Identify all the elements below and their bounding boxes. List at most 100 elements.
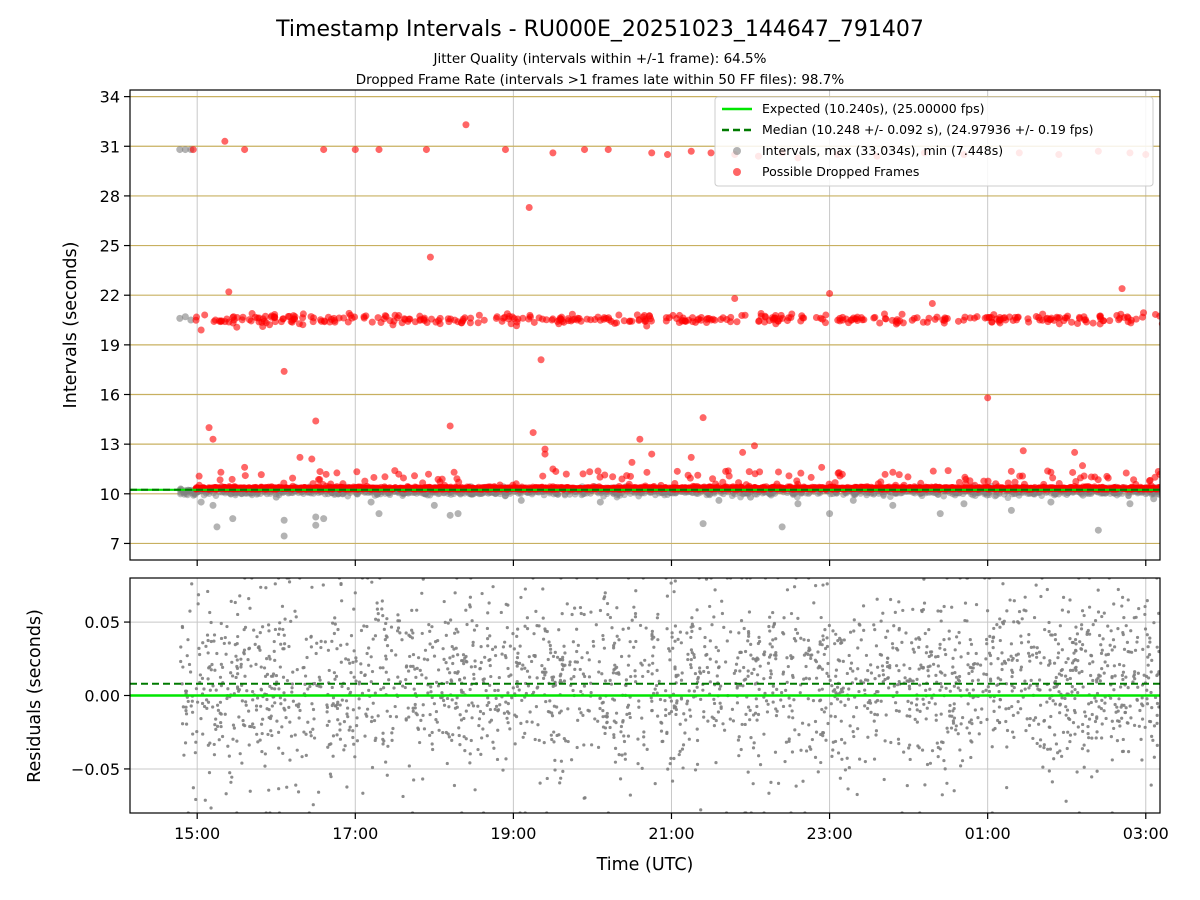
residual-point — [1073, 638, 1078, 642]
residual-point — [613, 641, 617, 645]
dropped-frame-point — [761, 313, 769, 321]
dropped-frame-point — [657, 481, 665, 489]
dropped-frame-point — [1025, 318, 1033, 326]
dropped-frame-point — [1016, 472, 1024, 480]
dropped-frame-point — [445, 318, 453, 326]
interval-point — [1173, 490, 1180, 497]
residual-point — [996, 718, 1000, 723]
residual-point — [481, 712, 486, 716]
residual-point — [219, 724, 223, 729]
chart-subtitle-dropped: Dropped Frame Rate (intervals >1 frames … — [356, 72, 845, 88]
residual-point — [901, 608, 905, 613]
residual-point — [283, 617, 287, 621]
dropped-frame-point — [1193, 485, 1200, 492]
residual-point — [334, 674, 339, 678]
dropped-frame-point — [1006, 313, 1014, 321]
residual-point — [223, 635, 227, 640]
residual-point — [1160, 697, 1163, 700]
interval-point — [181, 313, 189, 321]
residual-point — [930, 696, 934, 700]
dropped-frame-point — [353, 468, 361, 476]
dropped-frame-point — [475, 311, 483, 319]
residual-point — [179, 645, 183, 649]
residual-point — [511, 686, 515, 690]
interval-point — [1191, 490, 1198, 497]
residual-point — [748, 708, 752, 712]
interval-point — [960, 500, 968, 508]
residual-point — [774, 714, 779, 718]
residual-point — [825, 636, 829, 640]
residual-point — [930, 749, 935, 753]
residual-point — [407, 715, 411, 719]
dropped-frame-point — [1172, 485, 1179, 492]
residual-point — [214, 717, 218, 721]
residual-point — [265, 697, 269, 702]
residual-point — [477, 717, 482, 721]
interval-point — [1188, 489, 1195, 496]
dropped-frame-point — [419, 479, 427, 487]
dropped-frame-point — [615, 311, 623, 319]
dropped-frame-point — [539, 315, 547, 323]
dropped-frame-point — [694, 471, 702, 479]
residual-point — [714, 718, 718, 723]
interval-point — [1181, 487, 1188, 494]
residual-point — [1148, 636, 1152, 640]
residual-point — [493, 653, 498, 658]
top-panel-y-tick-label: 10 — [100, 485, 120, 504]
dropped-frame-point — [375, 146, 383, 154]
residual-point — [476, 747, 480, 752]
residual-point — [521, 663, 525, 667]
residual-point — [601, 709, 605, 713]
residual-point — [791, 716, 795, 720]
interval-point — [1164, 483, 1171, 490]
residual-point — [841, 659, 845, 663]
residual-point — [1080, 609, 1085, 613]
dropped-frame-point — [1188, 316, 1195, 323]
dropped-frame-point — [262, 319, 270, 327]
residual-point — [883, 739, 887, 743]
dropped-frame-point — [618, 475, 626, 483]
top-panel-y-tick-label: 28 — [100, 187, 120, 206]
residual-point — [520, 698, 524, 703]
residual-point — [303, 674, 308, 678]
interval-point — [1194, 483, 1200, 490]
residual-point — [784, 688, 788, 692]
dropped-frame-point — [601, 471, 609, 479]
residual-point — [525, 627, 530, 631]
residual-point — [1053, 632, 1057, 637]
dropped-frame-point — [1171, 485, 1178, 492]
dropped-frame-point — [426, 253, 434, 261]
interval-point — [344, 492, 352, 500]
interval-point — [272, 493, 280, 501]
interval-point — [457, 490, 464, 498]
dropped-frame-point — [673, 467, 681, 475]
residual-point — [1177, 691, 1180, 694]
dropped-frame-point — [1183, 485, 1190, 492]
dropped-frame-point — [453, 475, 461, 483]
dropped-frame-point — [217, 468, 225, 476]
residual-point — [498, 703, 502, 707]
dropped-frame-point — [526, 313, 534, 321]
dropped-frame-point — [1180, 484, 1187, 491]
residual-point — [1010, 683, 1014, 688]
dropped-frame-point — [279, 315, 287, 323]
residual-point — [528, 710, 532, 714]
dropped-frame-point — [1169, 485, 1176, 492]
dropped-frame-point — [942, 485, 950, 493]
interval-point — [1007, 506, 1015, 514]
residual-point — [1164, 729, 1167, 732]
dropped-frame-point — [812, 313, 820, 321]
residual-point — [940, 685, 944, 689]
dropped-frame-point — [558, 485, 566, 493]
residual-point — [1005, 785, 1009, 790]
residual-point — [235, 739, 239, 743]
residual-point — [633, 669, 637, 673]
residual-point — [926, 669, 930, 673]
dropped-frame-point — [1184, 485, 1191, 492]
dropped-frame-point — [1011, 478, 1019, 486]
residual-point — [669, 710, 674, 714]
interval-point — [1191, 489, 1198, 496]
residual-point — [845, 671, 849, 676]
residual-point — [369, 719, 374, 724]
dropped-frame-point — [1185, 485, 1192, 492]
